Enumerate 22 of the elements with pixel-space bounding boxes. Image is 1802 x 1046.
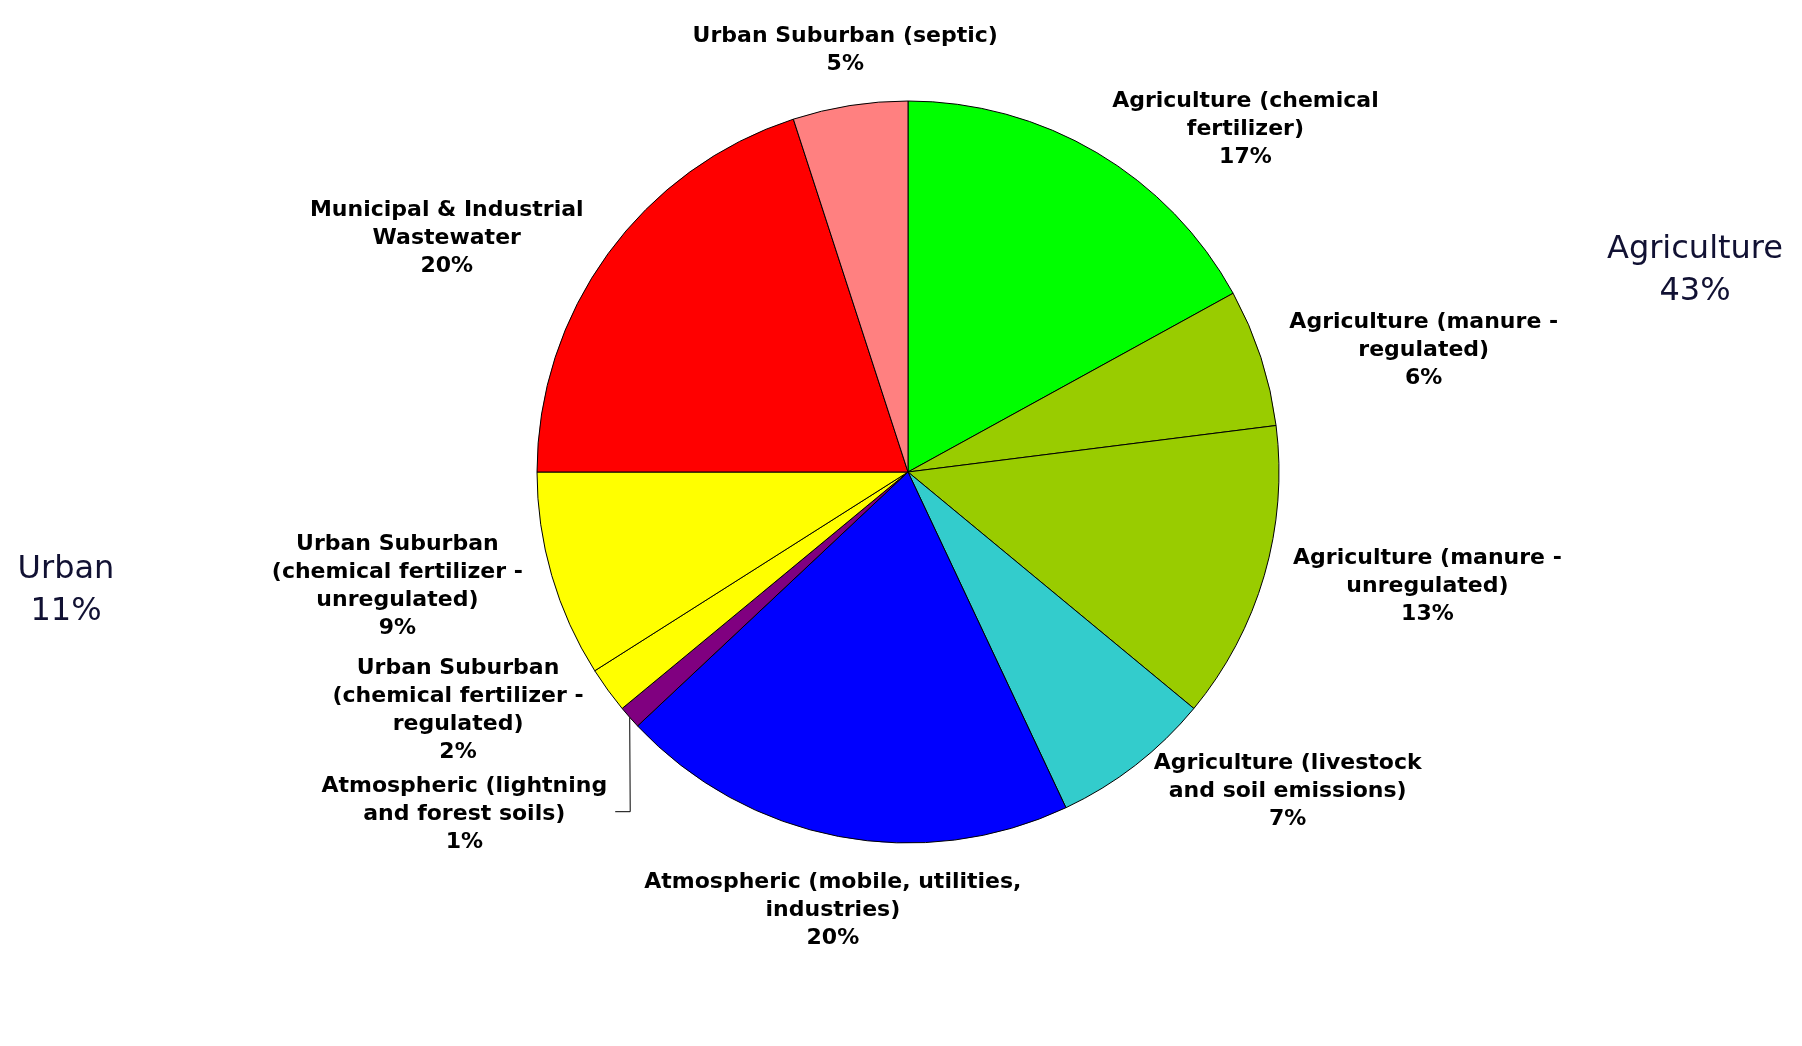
slice-label: Urban Suburban (chemical fertilizer - unregulated) <box>271 529 523 611</box>
slice-label: Agriculture (chemical fertilizer) <box>1112 86 1379 140</box>
slice-label: Agriculture (manure - regulated) <box>1289 308 1559 362</box>
slice-label: Agriculture (manure - unregulated) <box>1293 543 1562 597</box>
slice-label: Atmospheric (mobile, utilities, industries) <box>644 867 1022 921</box>
slice-label: Urban Suburban (chemical fertilizer - regulated) <box>332 653 584 735</box>
data-label: 2% <box>439 737 477 763</box>
text: Urban 11% <box>17 548 115 628</box>
slice-label: Agriculture (livestock and soil emissions) <box>1153 748 1423 802</box>
slice-label: Municipal & Industrial Wastewater <box>309 196 584 250</box>
data-label: 9% <box>378 613 417 639</box>
data-label: 17% <box>1219 142 1272 168</box>
data-label: 6% <box>1405 364 1443 390</box>
data-label: 7% <box>1269 804 1307 830</box>
data-label: 5% <box>826 49 864 75</box>
data-label: 1% <box>445 827 483 853</box>
slice-label: Atmospheric (lightning and forest soils) <box>321 771 608 825</box>
data-label: 20% <box>806 923 860 949</box>
data-label: 13% <box>1401 599 1454 625</box>
data-label: 20% <box>420 252 474 278</box>
slice-label: Urban Suburban (septic) <box>692 21 998 47</box>
text: Agriculture 43% <box>1607 228 1783 308</box>
